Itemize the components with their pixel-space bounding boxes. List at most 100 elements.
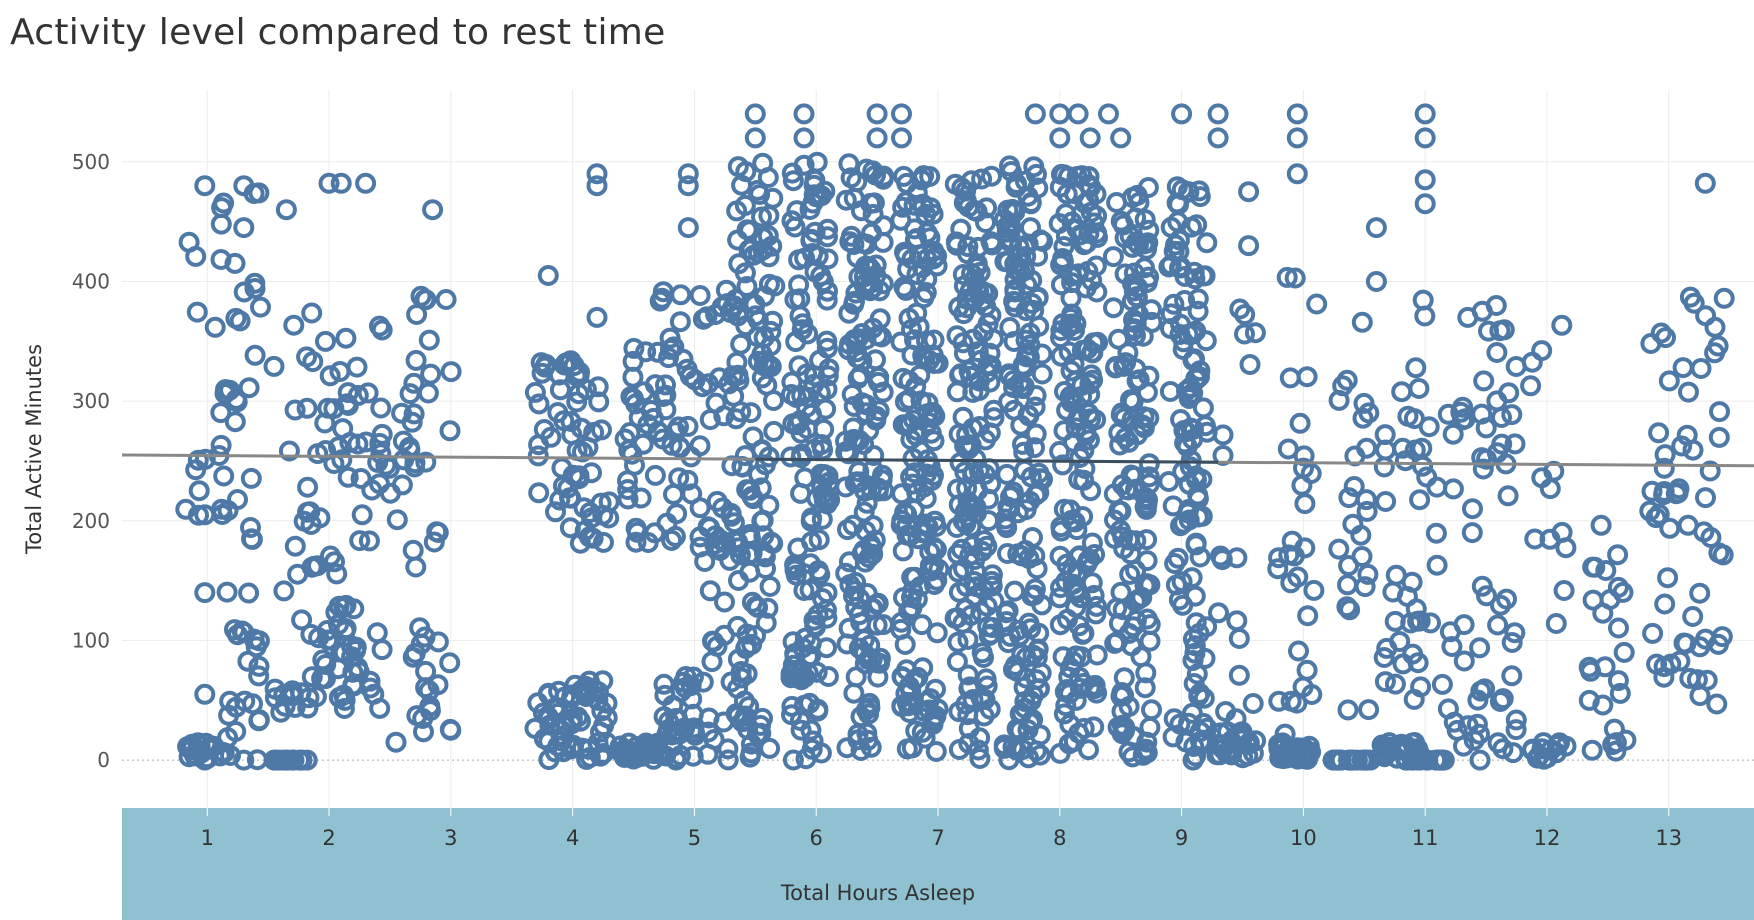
data-point xyxy=(1374,671,1396,693)
data-point xyxy=(1056,399,1078,421)
data-point xyxy=(904,566,926,588)
data-point xyxy=(528,393,550,415)
data-point xyxy=(659,327,681,349)
data-point xyxy=(1501,404,1523,426)
data-point xyxy=(915,487,937,509)
data-point xyxy=(418,329,440,351)
data-point xyxy=(319,365,341,387)
data-point xyxy=(853,274,875,296)
data-point xyxy=(891,483,913,505)
data-point xyxy=(1141,699,1162,721)
data-point xyxy=(412,708,434,729)
data-point xyxy=(439,718,461,740)
data-point xyxy=(1489,691,1511,712)
data-point xyxy=(847,723,869,745)
trend-layer xyxy=(121,453,1754,468)
data-point xyxy=(593,531,614,553)
data-point xyxy=(369,432,391,454)
data-point xyxy=(752,227,774,249)
data-point xyxy=(1135,662,1157,684)
data-point xyxy=(617,488,639,510)
data-point xyxy=(1502,742,1524,764)
data-point xyxy=(925,678,946,700)
data-point xyxy=(1473,370,1495,392)
data-point xyxy=(951,538,972,560)
data-point xyxy=(1682,606,1704,627)
data-point xyxy=(1358,699,1380,721)
data-point xyxy=(980,355,1002,377)
data-point xyxy=(302,351,324,373)
data-point xyxy=(1395,749,1417,771)
data-point xyxy=(369,473,390,495)
data-point xyxy=(399,383,421,405)
data-point xyxy=(346,356,368,378)
data-point xyxy=(1239,354,1261,375)
data-point xyxy=(1678,381,1699,403)
data-point xyxy=(544,741,566,763)
data-point xyxy=(1708,426,1730,448)
data-point xyxy=(1533,748,1555,770)
data-point xyxy=(297,476,319,498)
data-point xyxy=(850,200,872,222)
data-point xyxy=(913,287,935,309)
data-point xyxy=(1375,491,1397,512)
data-point xyxy=(370,397,392,419)
data-point xyxy=(649,290,671,312)
data-point xyxy=(969,748,991,769)
data-point xyxy=(677,163,699,185)
data-point xyxy=(1024,103,1046,125)
data-point xyxy=(1303,579,1325,601)
data-point xyxy=(1158,256,1180,278)
data-point xyxy=(717,749,739,771)
data-point xyxy=(278,440,300,462)
data-point xyxy=(366,622,388,644)
data-point xyxy=(1713,287,1735,309)
data-point xyxy=(793,127,815,149)
data-point xyxy=(403,403,425,425)
data-point xyxy=(1208,602,1229,624)
data-point xyxy=(1189,186,1211,208)
data-point xyxy=(318,172,340,194)
data-point xyxy=(210,213,232,235)
data-point xyxy=(670,284,692,306)
data-point xyxy=(1102,246,1124,268)
data-point xyxy=(782,413,804,435)
data-point xyxy=(1658,370,1680,392)
data-point xyxy=(1212,424,1234,446)
x-tick-label: 3 xyxy=(444,826,457,850)
data-point xyxy=(960,604,982,626)
data-point xyxy=(1066,519,1088,541)
data-point xyxy=(971,642,993,664)
data-point xyxy=(572,441,593,463)
data-point xyxy=(1284,267,1306,289)
data-point xyxy=(802,192,824,214)
data-point xyxy=(371,639,393,661)
data-point xyxy=(919,227,941,249)
data-point xyxy=(240,517,261,538)
data-point xyxy=(596,731,617,753)
data-point xyxy=(1278,741,1300,763)
data-point xyxy=(739,479,761,501)
data-point xyxy=(1180,417,1202,439)
data-point xyxy=(194,582,216,604)
data-point xyxy=(1695,487,1716,509)
data-point xyxy=(971,540,993,562)
data-point xyxy=(369,697,391,719)
x-tick-label: 1 xyxy=(201,826,214,850)
data-point xyxy=(1080,201,1102,223)
data-point xyxy=(848,637,870,659)
data-point xyxy=(1103,297,1124,319)
data-point xyxy=(1712,544,1734,566)
data-point xyxy=(1163,708,1185,730)
data-point xyxy=(866,103,888,125)
data-point xyxy=(1012,433,1033,455)
data-point xyxy=(1110,581,1132,603)
data-point xyxy=(795,748,817,770)
data-point xyxy=(1026,558,1048,580)
data-point xyxy=(427,522,449,543)
data-point xyxy=(1365,217,1387,239)
data-point xyxy=(807,245,829,267)
data-point xyxy=(1019,490,1041,512)
y-axis-ticks: 0 100 200 300 400 500 xyxy=(72,150,110,772)
